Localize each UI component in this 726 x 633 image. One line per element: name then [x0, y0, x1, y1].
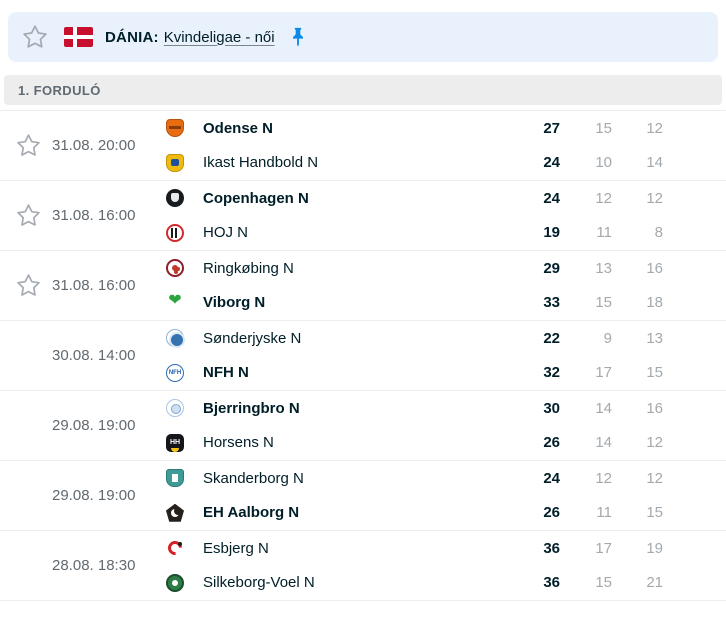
score-total: 22 [543, 329, 560, 347]
match-row[interactable]: 31.08. 16:00 Copenhagen N 24 12 12 HOJ N… [0, 180, 726, 250]
favorite-match-star-icon[interactable] [13, 201, 43, 231]
team-name[interactable]: Ringkøbing N [203, 259, 294, 277]
score-half1: 17 [595, 539, 612, 557]
score-half1: 17 [595, 364, 612, 382]
league-link[interactable]: Kvindeligae - női [163, 28, 275, 46]
country-label: DÁNIA: [105, 28, 159, 46]
match-datetime: 28.08. 18:30 [52, 557, 136, 574]
team-name[interactable]: Skanderborg N [203, 469, 304, 487]
match-list: 31.08. 20:00 Odense N 27 15 12 Ikast Han… [0, 110, 726, 601]
score-half1: 15 [595, 119, 612, 137]
match-row[interactable]: 31.08. 16:00 Ringkøbing N 29 13 16 Vibor… [0, 250, 726, 320]
score-total: 29 [543, 259, 560, 277]
team-name[interactable]: Copenhagen N [203, 189, 309, 207]
hoj-logo-icon [166, 223, 184, 242]
match-datetime: 31.08. 20:00 [52, 137, 136, 154]
score-total: 30 [543, 399, 560, 417]
match-datetime: 31.08. 16:00 [52, 277, 136, 294]
copenhagen-logo-icon [166, 189, 184, 208]
score-half1: 12 [595, 189, 612, 207]
ikast-logo-icon [166, 153, 184, 172]
match-row[interactable]: 31.08. 20:00 Odense N 27 15 12 Ikast Han… [0, 110, 726, 180]
score-half1: 15 [595, 294, 612, 312]
pin-icon[interactable] [285, 24, 311, 50]
score-total: 19 [543, 224, 560, 242]
match-datetime: 29.08. 19:00 [52, 487, 136, 504]
round-label: 1. FORDULÓ [18, 82, 101, 98]
round-header: 1. FORDULÓ [4, 75, 722, 105]
score-half2: 12 [646, 189, 663, 207]
score-half1: 15 [595, 574, 612, 592]
ringkobing-logo-icon [166, 259, 184, 278]
team-name[interactable]: NFH N [203, 364, 249, 382]
match-row[interactable]: 30.08. 14:00 Sønderjyske N 22 9 13 NFH N… [0, 320, 726, 390]
score-total: 24 [543, 189, 560, 207]
team-name[interactable]: Silkeborg-Voel N [203, 574, 315, 592]
silkeborg-voel-logo-icon [166, 573, 184, 592]
score-total: 24 [543, 154, 560, 172]
score-half2: 12 [646, 434, 663, 452]
score-half1: 9 [603, 329, 612, 347]
score-half2: 12 [646, 469, 663, 487]
score-half2: 12 [646, 119, 663, 137]
match-row[interactable]: 28.08. 18:30 Esbjerg N 36 17 19 Silkebor… [0, 530, 726, 600]
score-half2: 18 [646, 294, 663, 312]
match-datetime: 31.08. 16:00 [52, 207, 136, 224]
score-half2: 15 [646, 504, 663, 522]
esbjerg-logo-icon [166, 539, 184, 557]
favorite-match-star-icon[interactable] [13, 131, 43, 161]
score-half1: 11 [596, 224, 612, 242]
score-half1: 13 [595, 259, 612, 277]
score-half2: 8 [654, 224, 663, 242]
team-name[interactable]: Sønderjyske N [203, 329, 302, 347]
team-name[interactable]: Odense N [203, 119, 274, 137]
score-half2: 13 [646, 329, 663, 347]
league-header: DÁNIA: Kvindeligae - női [8, 12, 718, 62]
team-name[interactable]: Viborg N [203, 294, 266, 312]
score-total: 24 [543, 469, 560, 487]
team-name[interactable]: HOJ N [203, 224, 248, 242]
skanderborg-logo-icon [166, 469, 184, 488]
score-half1: 12 [595, 469, 612, 487]
team-name[interactable]: Horsens N [203, 434, 274, 452]
denmark-flag-icon [64, 27, 93, 47]
score-half2: 19 [646, 539, 663, 557]
match-row[interactable]: 29.08. 19:00 Skanderborg N 24 12 12 EH A… [0, 460, 726, 530]
score-half1: 14 [595, 399, 612, 417]
match-datetime: 29.08. 19:00 [52, 417, 136, 434]
score-total: 32 [543, 364, 560, 382]
bjerringbro-logo-icon [166, 399, 184, 418]
score-total: 36 [543, 574, 560, 592]
score-half2: 16 [646, 399, 663, 417]
score-half1: 11 [596, 504, 612, 522]
favorite-match-star-icon[interactable] [13, 271, 43, 301]
score-total: 26 [543, 504, 560, 522]
eh-aalborg-logo-icon [166, 503, 184, 522]
match-datetime: 30.08. 14:00 [52, 347, 136, 364]
score-total: 36 [543, 539, 560, 557]
team-name[interactable]: EH Aalborg N [203, 504, 300, 522]
viborg-logo-icon [166, 292, 184, 312]
score-total: 26 [543, 434, 560, 452]
sonderjyske-logo-icon [166, 329, 185, 349]
team-name[interactable]: Bjerringbro N [203, 399, 300, 417]
nfh-logo-icon: NFH [166, 363, 184, 382]
score-half2: 21 [646, 574, 663, 592]
score-half1: 10 [595, 154, 612, 172]
score-half2: 14 [646, 154, 663, 172]
score-total: 27 [543, 119, 560, 137]
team-name[interactable]: Esbjerg N [203, 539, 269, 557]
favorite-league-star-icon[interactable] [20, 22, 50, 52]
match-row[interactable]: 29.08. 19:00 Bjerringbro N 30 14 16 HH H… [0, 390, 726, 460]
odense-logo-icon [166, 119, 184, 138]
score-half2: 16 [646, 259, 663, 277]
score-half2: 15 [646, 364, 663, 382]
team-name[interactable]: Ikast Handbold N [203, 154, 319, 172]
score-half1: 14 [595, 434, 612, 452]
horsens-logo-icon: HH [166, 433, 184, 452]
score-total: 33 [543, 294, 560, 312]
